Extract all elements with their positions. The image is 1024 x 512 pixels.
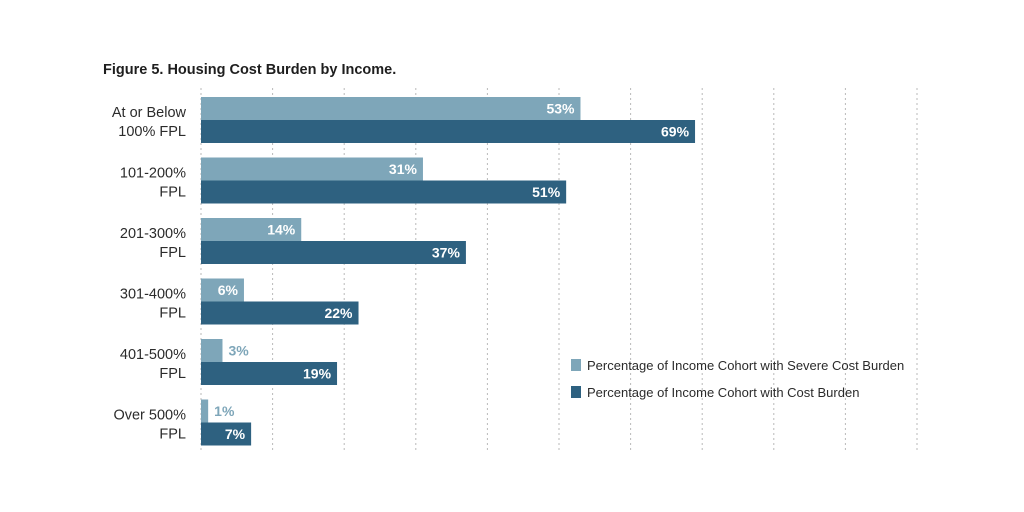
bar — [201, 97, 581, 120]
value-label: 22% — [324, 305, 353, 321]
bar — [201, 120, 696, 143]
value-label: 6% — [218, 282, 239, 298]
category-label: At or Below 100% FPL — [112, 105, 187, 140]
legend-swatch — [571, 359, 581, 371]
bar — [201, 339, 223, 362]
value-label: 7% — [225, 426, 246, 442]
category-label: Over 500% FPL — [113, 408, 186, 443]
value-label: 14% — [267, 222, 296, 238]
bar — [201, 218, 302, 241]
bar — [201, 399, 209, 423]
value-label: 1% — [214, 403, 235, 419]
legend-swatch — [571, 386, 581, 398]
legend-label: Percentage of Income Cohort with Cost Bu… — [587, 385, 859, 400]
category-label: 101-200% FPL — [120, 166, 186, 201]
chart-title: Figure 5. Housing Cost Burden by Income. — [103, 62, 397, 78]
value-label: 19% — [303, 366, 332, 382]
category-label: 401-500% FPL — [120, 347, 186, 382]
value-label: 53% — [546, 101, 575, 117]
category-label: 201-300% FPL — [120, 226, 186, 261]
category-label: 301-400% FPL — [120, 287, 186, 322]
bar — [201, 278, 244, 302]
value-label: 69% — [661, 124, 690, 140]
bar — [201, 301, 359, 325]
bar — [201, 241, 466, 264]
bar — [201, 422, 252, 446]
gridlines — [200, 88, 918, 453]
legend-label: Percentage of Income Cohort with Severe … — [587, 358, 904, 373]
bars: 53% 69% 31% 51% 14% 37% 6% 22% 3% 19% 1% 7% — [201, 97, 696, 446]
bar — [201, 180, 567, 204]
category-labels: At or Below 100% FPL 101-200% FPL 201-300% FP… — [112, 105, 187, 443]
legend: Percentage of Income Cohort with Severe … — [571, 358, 904, 400]
value-label: 3% — [228, 343, 249, 359]
value-label: 31% — [389, 161, 418, 177]
value-label: 51% — [532, 184, 561, 200]
bar — [201, 362, 338, 385]
bar — [201, 157, 423, 181]
value-label: 37% — [432, 245, 461, 261]
